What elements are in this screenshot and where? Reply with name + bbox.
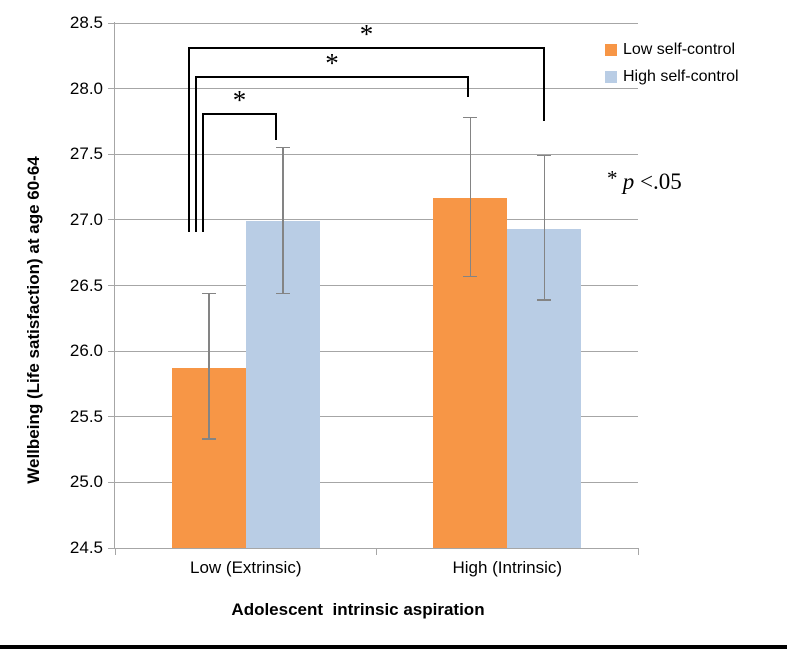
significance-note-threshold: <.05 xyxy=(634,169,682,194)
gridline xyxy=(115,416,638,418)
sig-asterisk: * xyxy=(232,85,247,115)
x-axis-line xyxy=(114,548,639,549)
y-tick-label: 26.0 xyxy=(69,341,103,361)
sig-bracket-left-leg xyxy=(195,76,197,232)
error-bar-line xyxy=(208,293,210,440)
y-tick-label: 27.0 xyxy=(69,209,103,229)
y-tick-label: 25.5 xyxy=(69,406,103,426)
figure-bottom-rule xyxy=(0,645,787,649)
gridline xyxy=(115,219,638,221)
legend-swatch xyxy=(605,71,617,83)
y-tick-label: 26.5 xyxy=(69,275,103,295)
sig-bracket-left-leg xyxy=(188,47,190,232)
gridline xyxy=(115,153,638,155)
x-axis-title: Adolescent intrinsic aspiration xyxy=(231,600,485,619)
sig-bracket-right-leg xyxy=(543,47,545,121)
gridline xyxy=(115,350,638,352)
y-tick-label: 28.0 xyxy=(69,78,103,98)
sig-bracket-right-leg xyxy=(467,76,469,97)
y-tick-label: 28.5 xyxy=(69,13,103,32)
y-tick xyxy=(108,22,115,24)
category-label: Low (Extrinsic) xyxy=(190,558,302,577)
gridline xyxy=(115,22,638,24)
legend-item: Low self-control xyxy=(605,41,735,59)
sig-asterisk: * xyxy=(325,48,339,78)
y-tick xyxy=(108,547,115,549)
significance-note-p: p xyxy=(622,169,635,194)
error-bar-cap-bottom xyxy=(201,438,216,440)
sig-bracket-right-leg xyxy=(275,113,277,140)
error-bar-cap-top xyxy=(275,146,290,149)
error-bar-line xyxy=(469,117,471,277)
sig-bracket-top xyxy=(188,47,545,49)
y-tick-label: 27.5 xyxy=(69,144,103,164)
error-bar-cap-bottom xyxy=(463,275,478,278)
legend-label: Low self-control xyxy=(623,41,736,58)
sig-bracket-left-leg xyxy=(202,113,204,232)
sig-asterisk: * xyxy=(359,19,374,49)
significance-note: * p <.05 xyxy=(607,166,682,195)
sig-bracket-top xyxy=(202,113,277,115)
gridline xyxy=(115,88,638,90)
error-bar-cap-bottom xyxy=(275,292,290,295)
category-label: High (Intrinsic) xyxy=(452,558,563,577)
y-tick xyxy=(108,350,115,352)
sig-bracket-top xyxy=(195,76,469,78)
y-tick-label: 25.0 xyxy=(69,472,103,492)
error-bar-cap-top xyxy=(463,116,478,119)
error-bar-cap-top xyxy=(537,154,552,157)
x-tick xyxy=(376,549,377,555)
y-tick xyxy=(108,416,115,418)
y-tick xyxy=(108,219,115,221)
legend-swatch xyxy=(605,44,617,56)
y-axis-title: Wellbeing (Life satisfaction) at age 60-… xyxy=(24,156,43,484)
y-tick xyxy=(108,285,115,286)
significance-note-asterisk: * xyxy=(607,166,623,190)
legend-item: High self-control xyxy=(605,68,739,86)
error-bar-line xyxy=(543,155,545,300)
error-bar-cap-bottom xyxy=(537,299,552,301)
y-tick xyxy=(108,153,115,155)
error-bar-line xyxy=(282,147,284,294)
y-tick-label: 24.5 xyxy=(69,538,103,557)
legend-label: High self-control xyxy=(623,68,739,85)
gridline xyxy=(115,285,638,286)
y-tick xyxy=(108,481,115,483)
y-tick xyxy=(108,88,115,90)
error-bar-cap-top xyxy=(201,292,216,295)
x-tick xyxy=(114,549,116,555)
y-axis-line xyxy=(114,22,115,549)
gridline xyxy=(115,481,638,483)
x-tick xyxy=(637,549,639,555)
